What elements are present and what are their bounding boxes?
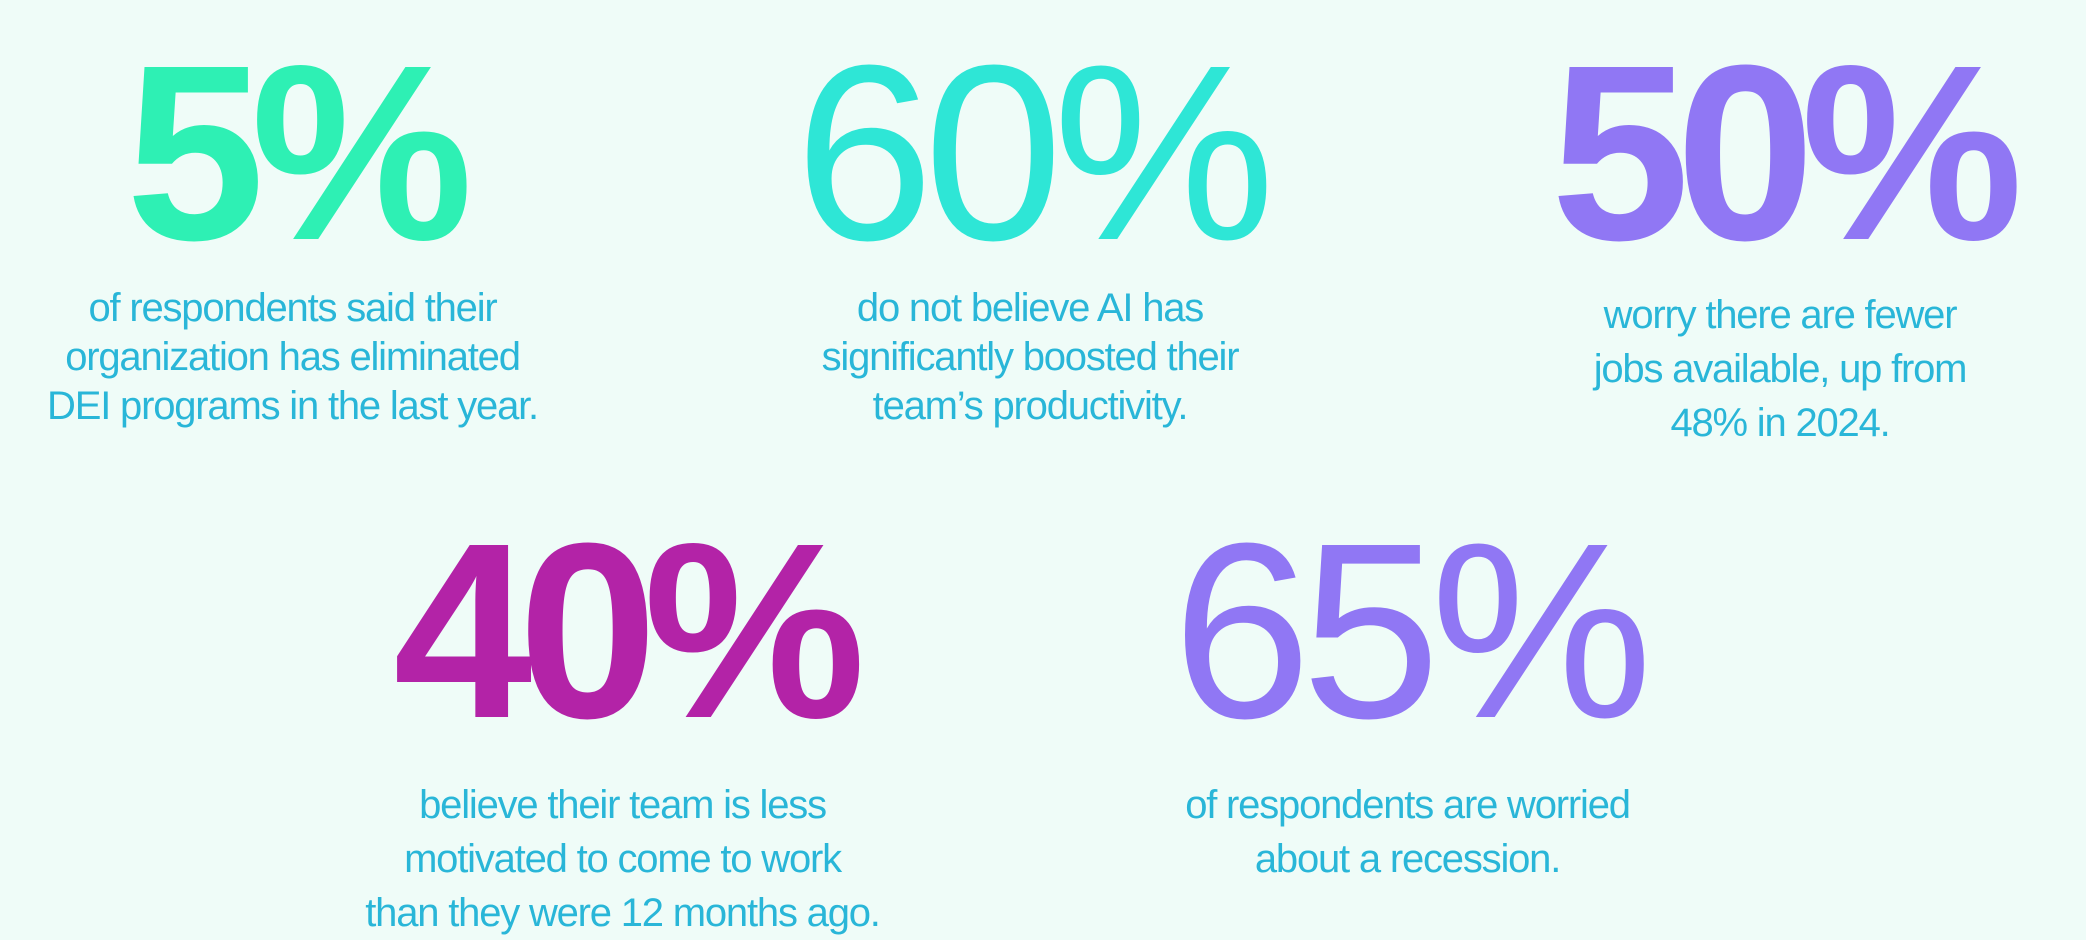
stat-value: 40% xyxy=(393,491,865,770)
stat-description-line: believe their team is less xyxy=(419,783,827,827)
stat-value: 5% xyxy=(125,13,473,292)
stat-value: 50% xyxy=(1550,13,2023,292)
stat-description-line: about a recession. xyxy=(1254,837,1561,881)
stat-value: 60% xyxy=(794,13,1275,292)
stat-description-line: team’s productivity. xyxy=(872,384,1189,428)
stat-recession-worry: 65% of respondents are worried about a r… xyxy=(1130,506,1685,886)
stat-value: 65% xyxy=(1172,491,1652,770)
stat-description-line: worry there are fewer xyxy=(1603,293,1958,337)
stat-ai-productivity: 60% do not believe AI has significantly … xyxy=(760,28,1300,431)
stat-team-motivation: 40% believe their team is less motivated… xyxy=(335,506,910,940)
stat-description-line: do not believe AI has xyxy=(856,286,1204,330)
stat-description-line: 48% in 2024. xyxy=(1670,401,1890,445)
stat-description-line: DEI programs in the last year. xyxy=(47,384,539,428)
stat-description-line: jobs available, up from xyxy=(1593,347,1968,391)
stat-description: of respondents said their organization h… xyxy=(20,284,565,431)
stat-description: believe their team is less motivated to … xyxy=(335,778,910,940)
stat-description: worry there are fewer jobs available, up… xyxy=(1500,288,2060,450)
stat-fewer-jobs: 50% worry there are fewer jobs available… xyxy=(1500,28,2060,450)
stat-description-line: of respondents said their xyxy=(88,286,497,330)
stat-description-line: organization has eliminated xyxy=(65,335,521,379)
stat-description-line: significantly boosted their xyxy=(821,335,1240,379)
stat-description: of respondents are worried about a reces… xyxy=(1130,778,1685,886)
stat-description-line: of respondents are worried xyxy=(1185,783,1631,827)
stat-description-line: motivated to come to work xyxy=(404,837,842,881)
stat-description: do not believe AI has significantly boos… xyxy=(760,284,1300,431)
stat-description-line: than they were 12 months ago. xyxy=(365,891,881,935)
stat-dei-eliminated: 5% of respondents said their organizatio… xyxy=(20,28,565,431)
